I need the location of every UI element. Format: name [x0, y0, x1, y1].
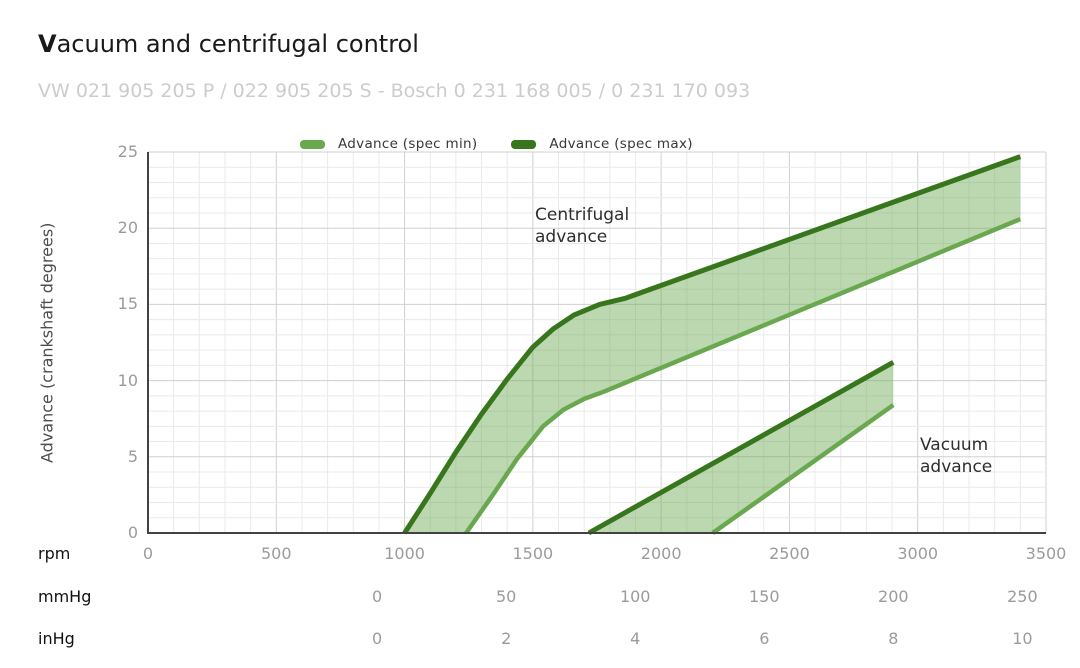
legend-item-spec-min: Advance (spec min) — [300, 136, 477, 152]
legend-swatch-max-icon — [511, 139, 537, 149]
rpm-tick-label: 500 — [261, 544, 292, 563]
chart-legend: Advance (spec min) Advance (spec max) — [300, 136, 693, 152]
x-axis-row-label-mmhg: mmHg — [38, 587, 92, 606]
mmhg-tick-label: 50 — [495, 587, 517, 606]
mmhg-tick-label: 200 — [878, 587, 909, 606]
inhg-tick-label: 2 — [501, 629, 512, 648]
chart-area: Advance (spec min) Advance (spec max) Ad… — [0, 128, 1080, 668]
mmhg-tick-label: 100 — [619, 587, 651, 606]
inhg-tick-label: 0 — [372, 629, 383, 648]
legend-item-spec-max: Advance (spec max) — [511, 136, 692, 152]
rpm-tick-label: 1500 — [512, 544, 554, 563]
annotation-vacuum-advance: Vacuum advance — [920, 435, 993, 478]
x-axis-row-label-rpm: rpm — [38, 544, 71, 563]
y-tick-label: 0 — [127, 523, 138, 542]
plot-svg — [147, 151, 1047, 536]
y-axis-title: Advance (crankshaft degrees) — [37, 222, 57, 463]
legend-swatch-min-icon — [300, 139, 325, 149]
legend-label-spec-min: Advance (spec min) — [338, 136, 478, 152]
mmhg-tick-label: 150 — [749, 587, 780, 606]
x-axis-row-label-inhg: inHg — [38, 629, 75, 648]
rpm-tick-label: 3500 — [1025, 544, 1067, 563]
inhg-tick-label: 6 — [759, 629, 770, 648]
rpm-tick-label: 3000 — [897, 544, 939, 563]
y-tick-label: 10 — [117, 370, 138, 390]
legend-label-spec-max: Advance (spec max) — [549, 136, 693, 152]
y-tick-label: 15 — [117, 294, 138, 314]
y-tick-label: 25 — [117, 142, 138, 161]
page-subtitle: VW 021 905 205 P / 022 905 205 S - Bosch… — [38, 80, 751, 102]
inhg-tick-label: 4 — [630, 629, 641, 648]
page-title: Vacuum and centrifugal control — [38, 30, 419, 58]
mmhg-tick-label: 0 — [372, 587, 383, 606]
rpm-tick-label: 2500 — [769, 544, 810, 563]
mmhg-tick-label: 250 — [1007, 587, 1038, 606]
rpm-tick-label: 2000 — [640, 544, 682, 563]
inhg-tick-label: 8 — [888, 629, 899, 648]
annotation-centrifugal-advance: Centrifugal advance — [535, 205, 630, 248]
y-tick-label: 5 — [127, 446, 138, 466]
chart-canvas — [0, 128, 1080, 668]
rpm-tick-label: 1000 — [384, 544, 425, 563]
rpm-tick-label: 0 — [142, 544, 154, 563]
y-tick-label: 20 — [117, 218, 138, 238]
inhg-tick-label: 10 — [1012, 629, 1033, 648]
